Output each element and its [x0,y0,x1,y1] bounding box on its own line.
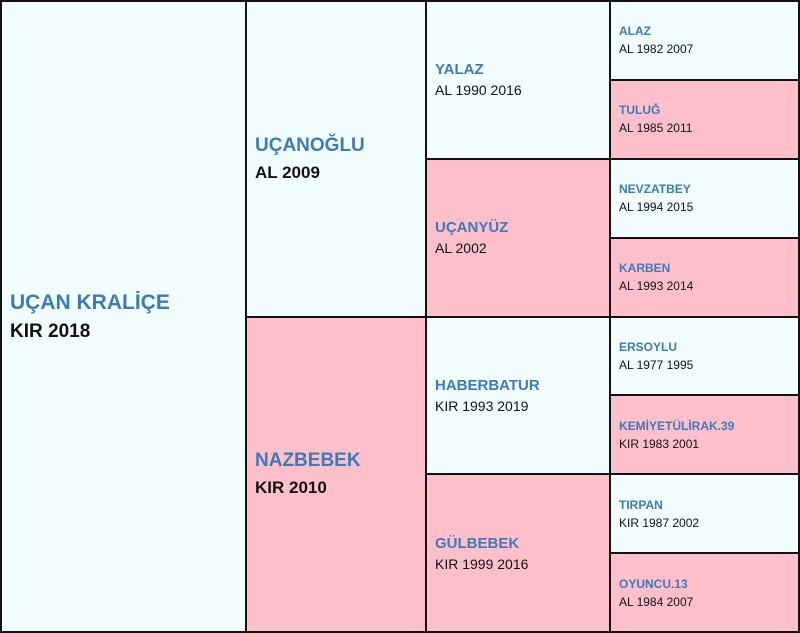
horse-great-grandparent: NEVZATBEY AL 1994 2015 [611,159,798,237]
horse-info: KIR 1999 2016 [435,555,529,572]
horse-name: GÜLBEBEK [435,534,520,552]
horse-sire: UÇANOĞLU AL 2009 [247,2,425,316]
horse-dam-sire: HABERBATUR KIR 1993 2019 [427,317,609,474]
horse-name: ALAZ [619,24,651,39]
horse-name: UÇANYÜZ [435,219,509,237]
horse-info: AL 1990 2016 [435,82,522,99]
horse-great-grandparent: ALAZ AL 1982 2007 [611,2,798,79]
horse-name: YALAZ [435,61,484,79]
horse-name: HABERBATUR [435,376,540,394]
horse-info: AL 1982 2007 [619,42,694,57]
horse-name: TULUĞ [619,103,661,118]
horse-name: ERSOYLU [619,339,678,354]
horse-great-grandparent: TULUĞ AL 1985 2011 [611,80,798,158]
horse-subject: UÇAN KRALİÇE KIR 2018 [2,2,245,631]
horse-info: AL 1985 2011 [619,121,693,136]
horse-info: AL 2002 [435,240,487,257]
horse-info: AL 1993 2014 [619,279,694,294]
horse-name: KARBEN [619,261,671,276]
horse-info: AL 2009 [255,162,320,182]
horse-great-grandparent: KEMİYETÜLİRAK.39 KIR 1983 2001 [611,396,798,474]
horse-name: NEVZATBEY [619,182,691,197]
horse-sire-dam: UÇANYÜZ AL 2002 [427,159,609,316]
horse-info: KIR 1987 2002 [619,515,700,530]
horse-info: AL 1994 2015 [619,200,694,215]
horse-dam: NAZBEBEK KIR 2010 [247,317,425,631]
horse-dam-dam: GÜLBEBEK KIR 1999 2016 [427,475,609,631]
horse-name: OYUNCU.13 [619,576,688,591]
horse-great-grandparent: TIRPAN KIR 1987 2002 [611,475,798,553]
horse-info: KIR 1993 2019 [435,397,529,414]
horse-name: UÇANOĞLU [255,134,365,156]
horse-name: TIRPAN [619,497,663,512]
horse-info: AL 1977 1995 [619,357,694,372]
horse-info: KIR 2018 [10,320,91,342]
horse-info: KIR 2010 [255,478,327,498]
horse-info: AL 1984 2007 [619,594,694,609]
horse-great-grandparent: OYUNCU.13 AL 1984 2007 [611,554,798,631]
horse-name: KEMİYETÜLİRAK.39 [619,418,735,433]
horse-info: KIR 1983 2001 [619,436,700,451]
horse-name: NAZBEBEK [255,450,361,472]
horse-great-grandparent: ERSOYLU AL 1977 1995 [611,317,798,395]
horse-name: UÇAN KRALİÇE [10,290,170,314]
horse-great-grandparent: KARBEN AL 1993 2014 [611,238,798,316]
horse-sire-sire: YALAZ AL 1990 2016 [427,2,609,158]
